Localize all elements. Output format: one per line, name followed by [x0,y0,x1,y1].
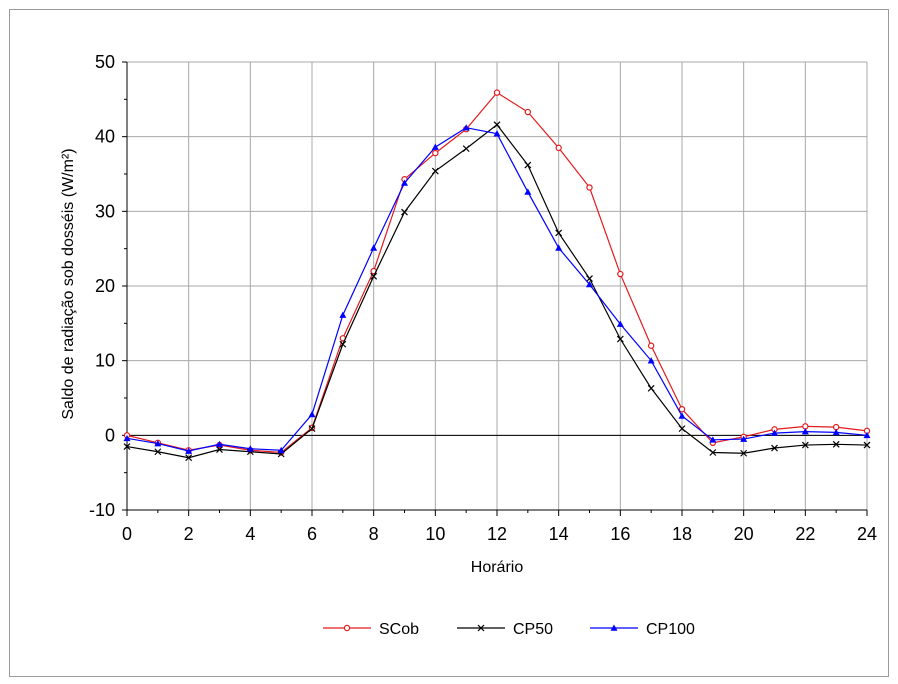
x-tick-label: 6 [307,524,317,544]
data-point-cp50 [401,208,408,216]
legend-label: CP100 [646,621,695,638]
data-point-cp100 [216,440,223,448]
legend-label: SCob [379,621,419,638]
data-point-cp100 [370,244,378,251]
data-point-cp50 [339,340,347,348]
legend-marker [477,624,485,632]
data-point-cp100 [277,446,285,454]
data-point-cp50 [431,167,439,175]
data-point-cp50 [370,272,378,280]
data-point-cp100 [401,179,408,186]
data-point-cp100 [185,447,193,454]
data-point-cp100 [678,412,686,419]
x-tick-label: 16 [610,524,630,544]
data-point-cp50 [832,440,840,448]
chart-frame: -10 0 10 20 30 40 50 0 2 4 6 8 10 12 14 16 18 20 22 24 Sald… [9,9,889,677]
data-point-cp50 [678,425,686,433]
legend-label: CP50 [513,621,553,638]
series-cp50 [123,121,871,462]
data-point-cp50 [863,441,871,449]
data-point-cp100 [709,436,717,443]
data-point-scob [586,184,593,191]
data-point-cp50 [740,449,748,457]
data-point-scob [524,108,532,116]
data-point-cp100 [123,434,131,442]
x-tick-label: 0 [122,524,132,544]
data-point-cp100 [740,435,748,442]
data-point-cp50 [771,444,778,452]
x-tick-label: 8 [369,524,379,544]
data-point-scob [647,342,655,349]
y-tick-label: -10 [89,500,115,520]
data-point-cp100 [493,130,501,137]
data-point-cp50 [801,441,809,449]
data-point-cp50 [185,454,193,462]
data-point-cp100 [863,431,871,439]
data-point-cp100 [462,124,470,131]
data-point-scob [493,89,501,96]
series-cp100 [123,124,871,454]
data-point-cp100 [308,410,316,418]
data-point-cp50 [555,229,563,237]
legend-item-cp100: CP100 [590,621,695,638]
x-tick-label: 20 [734,524,754,544]
data-point-cp100 [154,440,162,447]
data-point-scob [678,406,686,413]
legend-item-cp50: CP50 [457,621,553,638]
grid-lines [126,61,868,511]
data-point-cp100 [616,320,624,327]
x-tick-label: 18 [672,524,692,544]
data-point-scob [432,149,439,157]
data-point-cp50 [616,335,624,343]
data-point-cp50 [154,448,162,456]
y-tick-label: 10 [95,351,115,371]
y-axis-label: Saldo de radiação sob dosséis (W/m²) [60,148,77,419]
legend-marker [343,624,351,632]
x-tick-label: 4 [245,524,255,544]
y-tick-label: 40 [95,127,115,147]
x-axis-label: Horário [471,559,524,576]
data-point-cp100 [431,143,439,150]
data-point-cp100 [586,281,593,288]
y-tick-label: 20 [95,276,115,296]
y-tick-label: 50 [95,52,115,72]
x-tick-label: 12 [487,524,507,544]
x-tick-label: 14 [549,524,569,544]
data-point-cp50 [524,161,532,169]
data-point-scob [555,144,562,152]
data-point-cp50 [493,121,501,129]
x-tick-label: 2 [184,524,194,544]
data-point-cp50 [123,443,131,450]
data-point-cp50 [709,449,717,456]
data-point-cp50 [462,145,470,153]
x-tick-label: 10 [425,524,445,544]
data-point-cp50 [216,446,223,453]
data-point-cp50 [308,425,316,433]
x-tick-label: 22 [795,524,815,544]
y-tick-label: 30 [95,201,115,221]
data-point-cp100 [801,428,809,435]
data-point-cp100 [832,428,840,436]
y-tick-label: 0 [105,425,115,445]
x-tick-label: 24 [857,524,877,544]
data-point-cp100 [339,311,347,318]
legend-marker [610,624,618,631]
data-point-cp100 [246,445,254,452]
data-point-cp100 [555,244,563,251]
data-point-cp100 [771,429,778,436]
data-point-cp100 [524,188,532,195]
series-group [123,89,871,462]
legend: SCob CP50 CP100 [323,621,695,638]
data-point-scob [617,270,624,278]
data-point-cp50 [647,384,655,392]
data-point-cp50 [586,275,593,282]
legend-item-scob: SCob [323,621,419,638]
data-point-cp100 [647,357,655,364]
